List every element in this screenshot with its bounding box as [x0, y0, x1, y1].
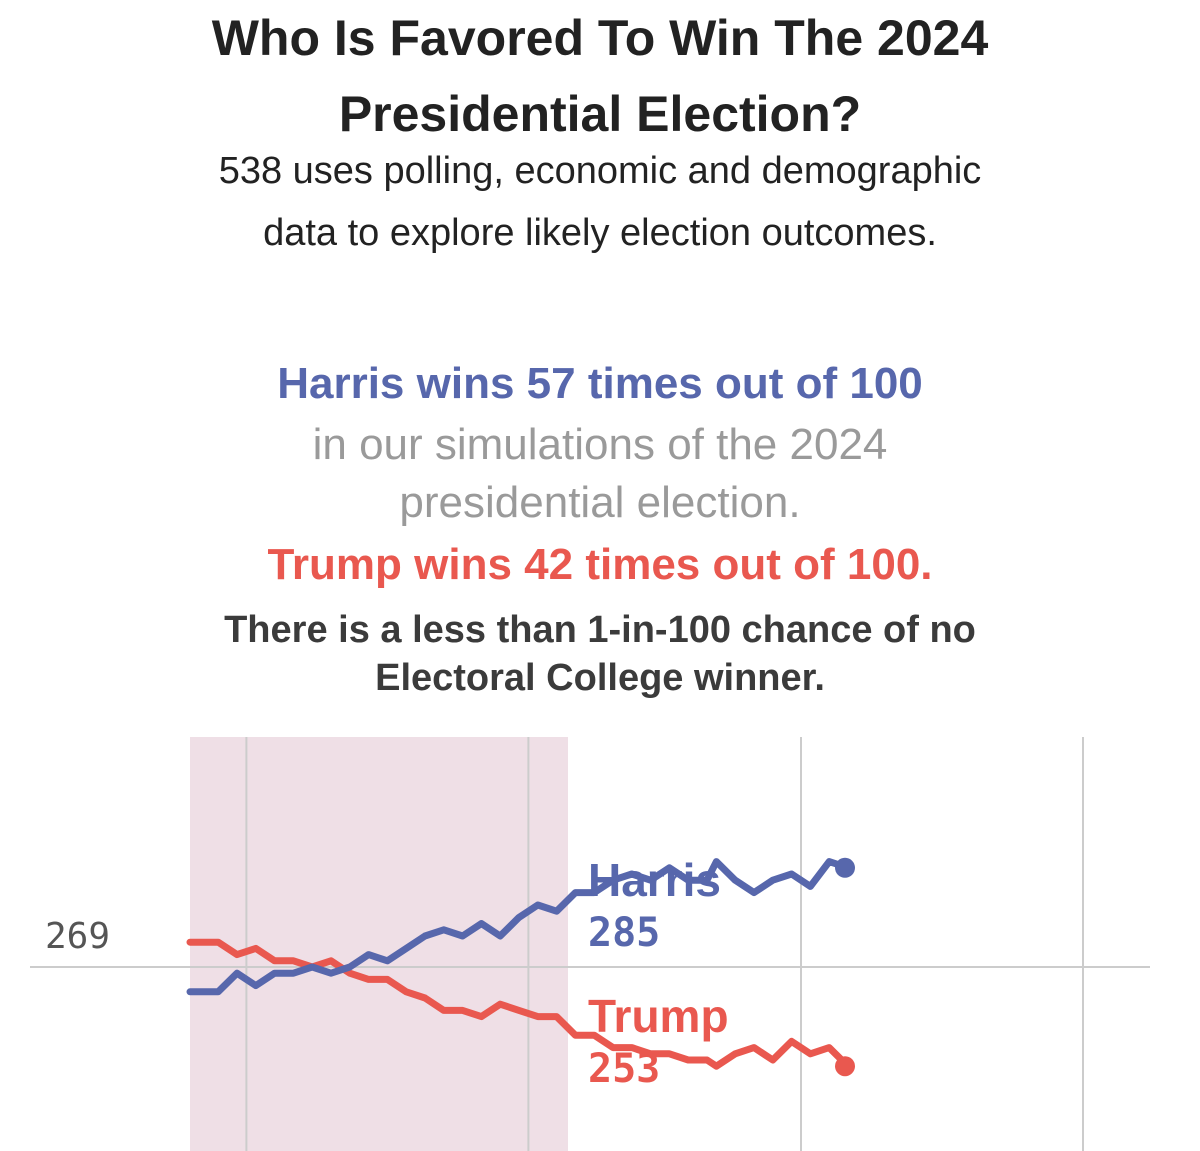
- title-line-1: Who Is Favored To Win The 2024: [211, 10, 989, 66]
- harris-endpoint-dot: [835, 857, 855, 878]
- no-winner-note: There is a less than 1-in-100 chance of …: [0, 606, 1200, 702]
- subtitle: 538 uses polling, economic and demograph…: [0, 140, 1200, 264]
- title-line-2: Presidential Election?: [338, 86, 862, 142]
- subtitle-line-1: 538 uses polling, economic and demograph…: [218, 150, 982, 192]
- trump-win-statement: Trump wins 42 times out of 100.: [267, 540, 933, 589]
- harris-final-value: 285: [588, 910, 660, 956]
- simulation-description: in our simulations of the 2024 president…: [0, 416, 1200, 532]
- harris-legend-label: Harris: [588, 854, 721, 906]
- trump-final-value: 253: [588, 1046, 660, 1092]
- subtitle-line-2: data to explore likely election outcomes…: [263, 212, 937, 254]
- trump-legend-label: Trump: [588, 990, 729, 1042]
- forecast-shaded-period: [190, 737, 568, 1151]
- page-title: Who Is Favored To Win The 2024 President…: [0, 0, 1200, 152]
- harris-series-line: [186, 858, 852, 996]
- harris-win-statement: Harris wins 57 times out of 100: [277, 359, 923, 408]
- simulation-line-1: in our simulations of the 2024: [312, 420, 888, 469]
- trump-endpoint-dot: [835, 1056, 855, 1077]
- no-winner-line-2: Electoral College winner.: [375, 657, 825, 699]
- simulation-line-2: presidential election.: [399, 478, 801, 527]
- threshold-label: 269: [45, 916, 110, 957]
- chart-gridlines: [245, 737, 1084, 1151]
- no-winner-line-1: There is a less than 1-in-100 chance of …: [224, 609, 976, 651]
